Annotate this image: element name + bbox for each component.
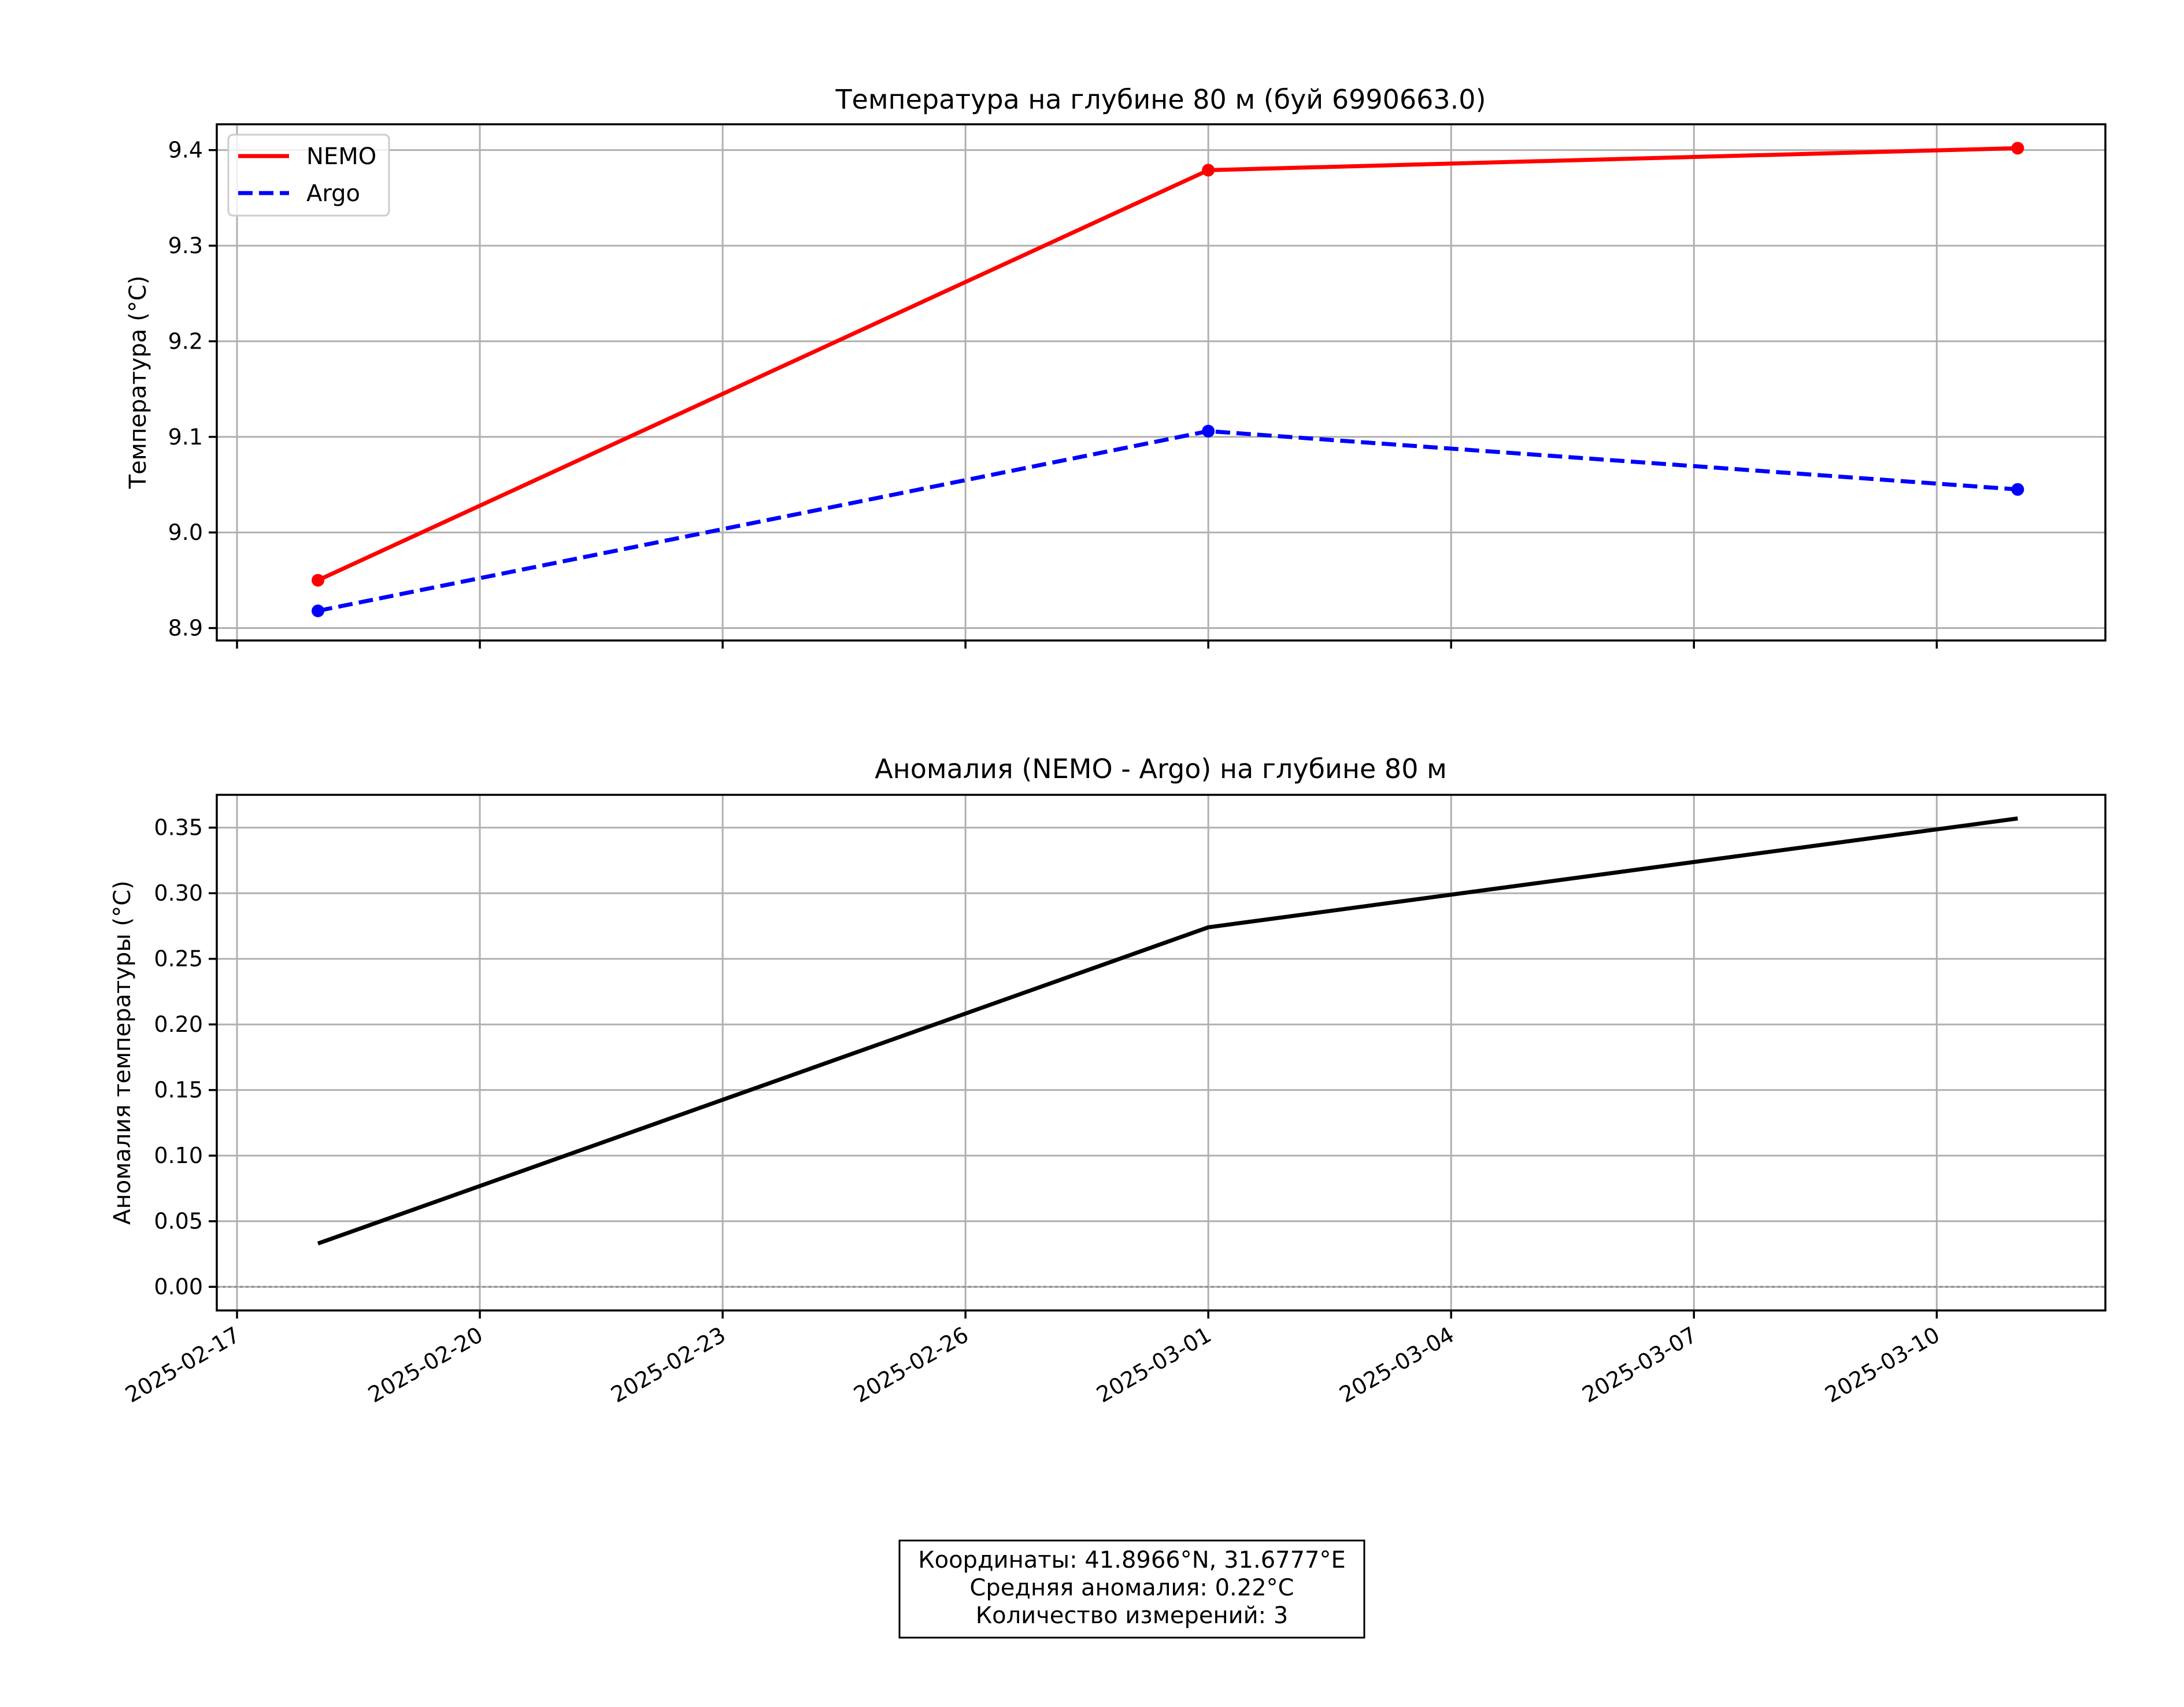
argo-point [1202, 424, 1215, 438]
anomaly-y-tick-label: 0.15 [154, 1077, 203, 1103]
anomaly-y-tick-label: 0.35 [154, 815, 203, 840]
temperature-chart-title: Температура на глубине 80 м (буй 6990663… [835, 84, 1486, 115]
nemo-point [312, 573, 325, 587]
temperature-series [312, 142, 2024, 617]
anomaly-chart-title: Аномалия (NEMO - Argo) на глубине 80 м [875, 753, 1447, 784]
info-box: Координаты: 41.8966°N, 31.6777°E Средняя… [898, 1539, 1365, 1639]
temperature-y-tick-label: 9.3 [168, 233, 203, 258]
anomaly-y-ticks: 0.00 0.05 0.10 0.15 0.20 0.25 0.30 0.35 [154, 815, 217, 1299]
temperature-y-tick-label: 9.1 [168, 424, 203, 450]
info-mean-anomaly: Средняя аномалия: 0.22°C [969, 1575, 1294, 1601]
argo-point [312, 604, 325, 617]
legend-label-nemo: NEMO [306, 143, 376, 170]
legend: NEMO Argo [227, 134, 390, 217]
nemo-point [1202, 164, 1215, 177]
legend-label-argo: Argo [306, 180, 360, 207]
anomaly-plot-frame [216, 794, 2107, 1312]
temperature-x-ticks [236, 640, 1938, 649]
temperature-y-tick-label: 8.9 [168, 616, 203, 641]
temperature-y-tick-label: 9.0 [168, 520, 203, 545]
anomaly-y-tick-label: 0.10 [154, 1143, 203, 1168]
argo-point [2011, 483, 2024, 496]
info-coordinates: Координаты: 41.8966°N, 31.6777°E [918, 1547, 1346, 1573]
temperature-panel: Температура на глубине 80 м (буй 6990663… [125, 84, 2107, 649]
temperature-y-axis-label: Температура (°C) [125, 276, 151, 490]
anomaly-y-tick-label: 0.20 [154, 1012, 203, 1037]
info-measurement-count: Количество измерений: 3 [976, 1602, 1289, 1629]
temperature-y-ticks: 8.9 9.0 9.1 9.2 9.3 9.4 [168, 138, 217, 641]
anomaly-y-axis-label: Аномалия температуры (°C) [109, 880, 136, 1225]
anomaly-y-tick-label: 0.30 [154, 880, 203, 906]
temperature-y-tick-label: 9.2 [168, 328, 203, 354]
anomaly-series [217, 816, 2105, 1288]
anomaly-y-tick-label: 0.00 [154, 1274, 203, 1299]
nemo-point [2011, 142, 2024, 155]
temperature-y-tick-label: 9.4 [168, 138, 203, 163]
anomaly-series-line [317, 816, 2018, 1246]
temperature-grid [217, 124, 2105, 640]
anomaly-y-tick-label: 0.05 [154, 1209, 203, 1234]
info-box-frame [898, 1539, 1365, 1639]
temperature-plot-frame [216, 123, 2107, 642]
anomaly-y-tick-label: 0.25 [154, 946, 203, 972]
